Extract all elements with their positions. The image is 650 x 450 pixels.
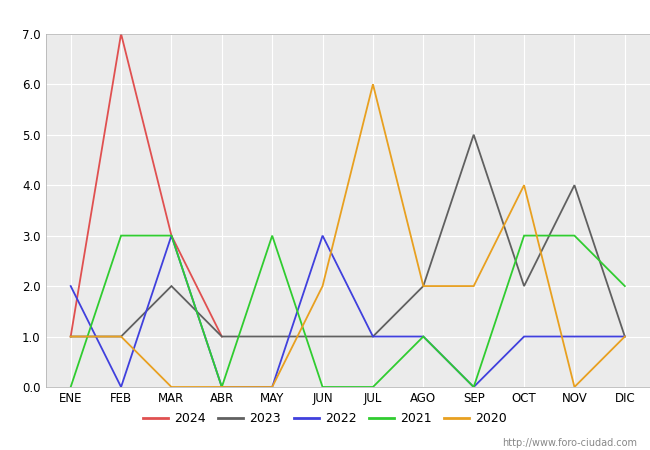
Text: http://www.foro-ciudad.com: http://www.foro-ciudad.com	[502, 438, 637, 448]
Text: Matriculaciones de Vehículos en Encinas de Abajo: Matriculaciones de Vehículos en Encinas …	[118, 8, 532, 26]
Legend: 2024, 2023, 2022, 2021, 2020: 2024, 2023, 2022, 2021, 2020	[138, 407, 512, 430]
